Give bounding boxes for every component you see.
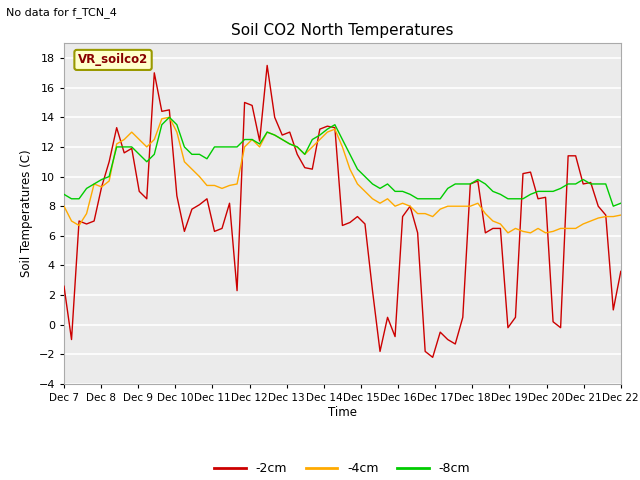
Text: VR_soilco2: VR_soilco2 xyxy=(78,53,148,66)
Text: No data for f_TCN_4: No data for f_TCN_4 xyxy=(6,7,117,18)
Y-axis label: Soil Temperatures (C): Soil Temperatures (C) xyxy=(20,150,33,277)
Title: Soil CO2 North Temperatures: Soil CO2 North Temperatures xyxy=(231,23,454,38)
X-axis label: Time: Time xyxy=(328,406,357,419)
Legend: -2cm, -4cm, -8cm: -2cm, -4cm, -8cm xyxy=(209,457,476,480)
